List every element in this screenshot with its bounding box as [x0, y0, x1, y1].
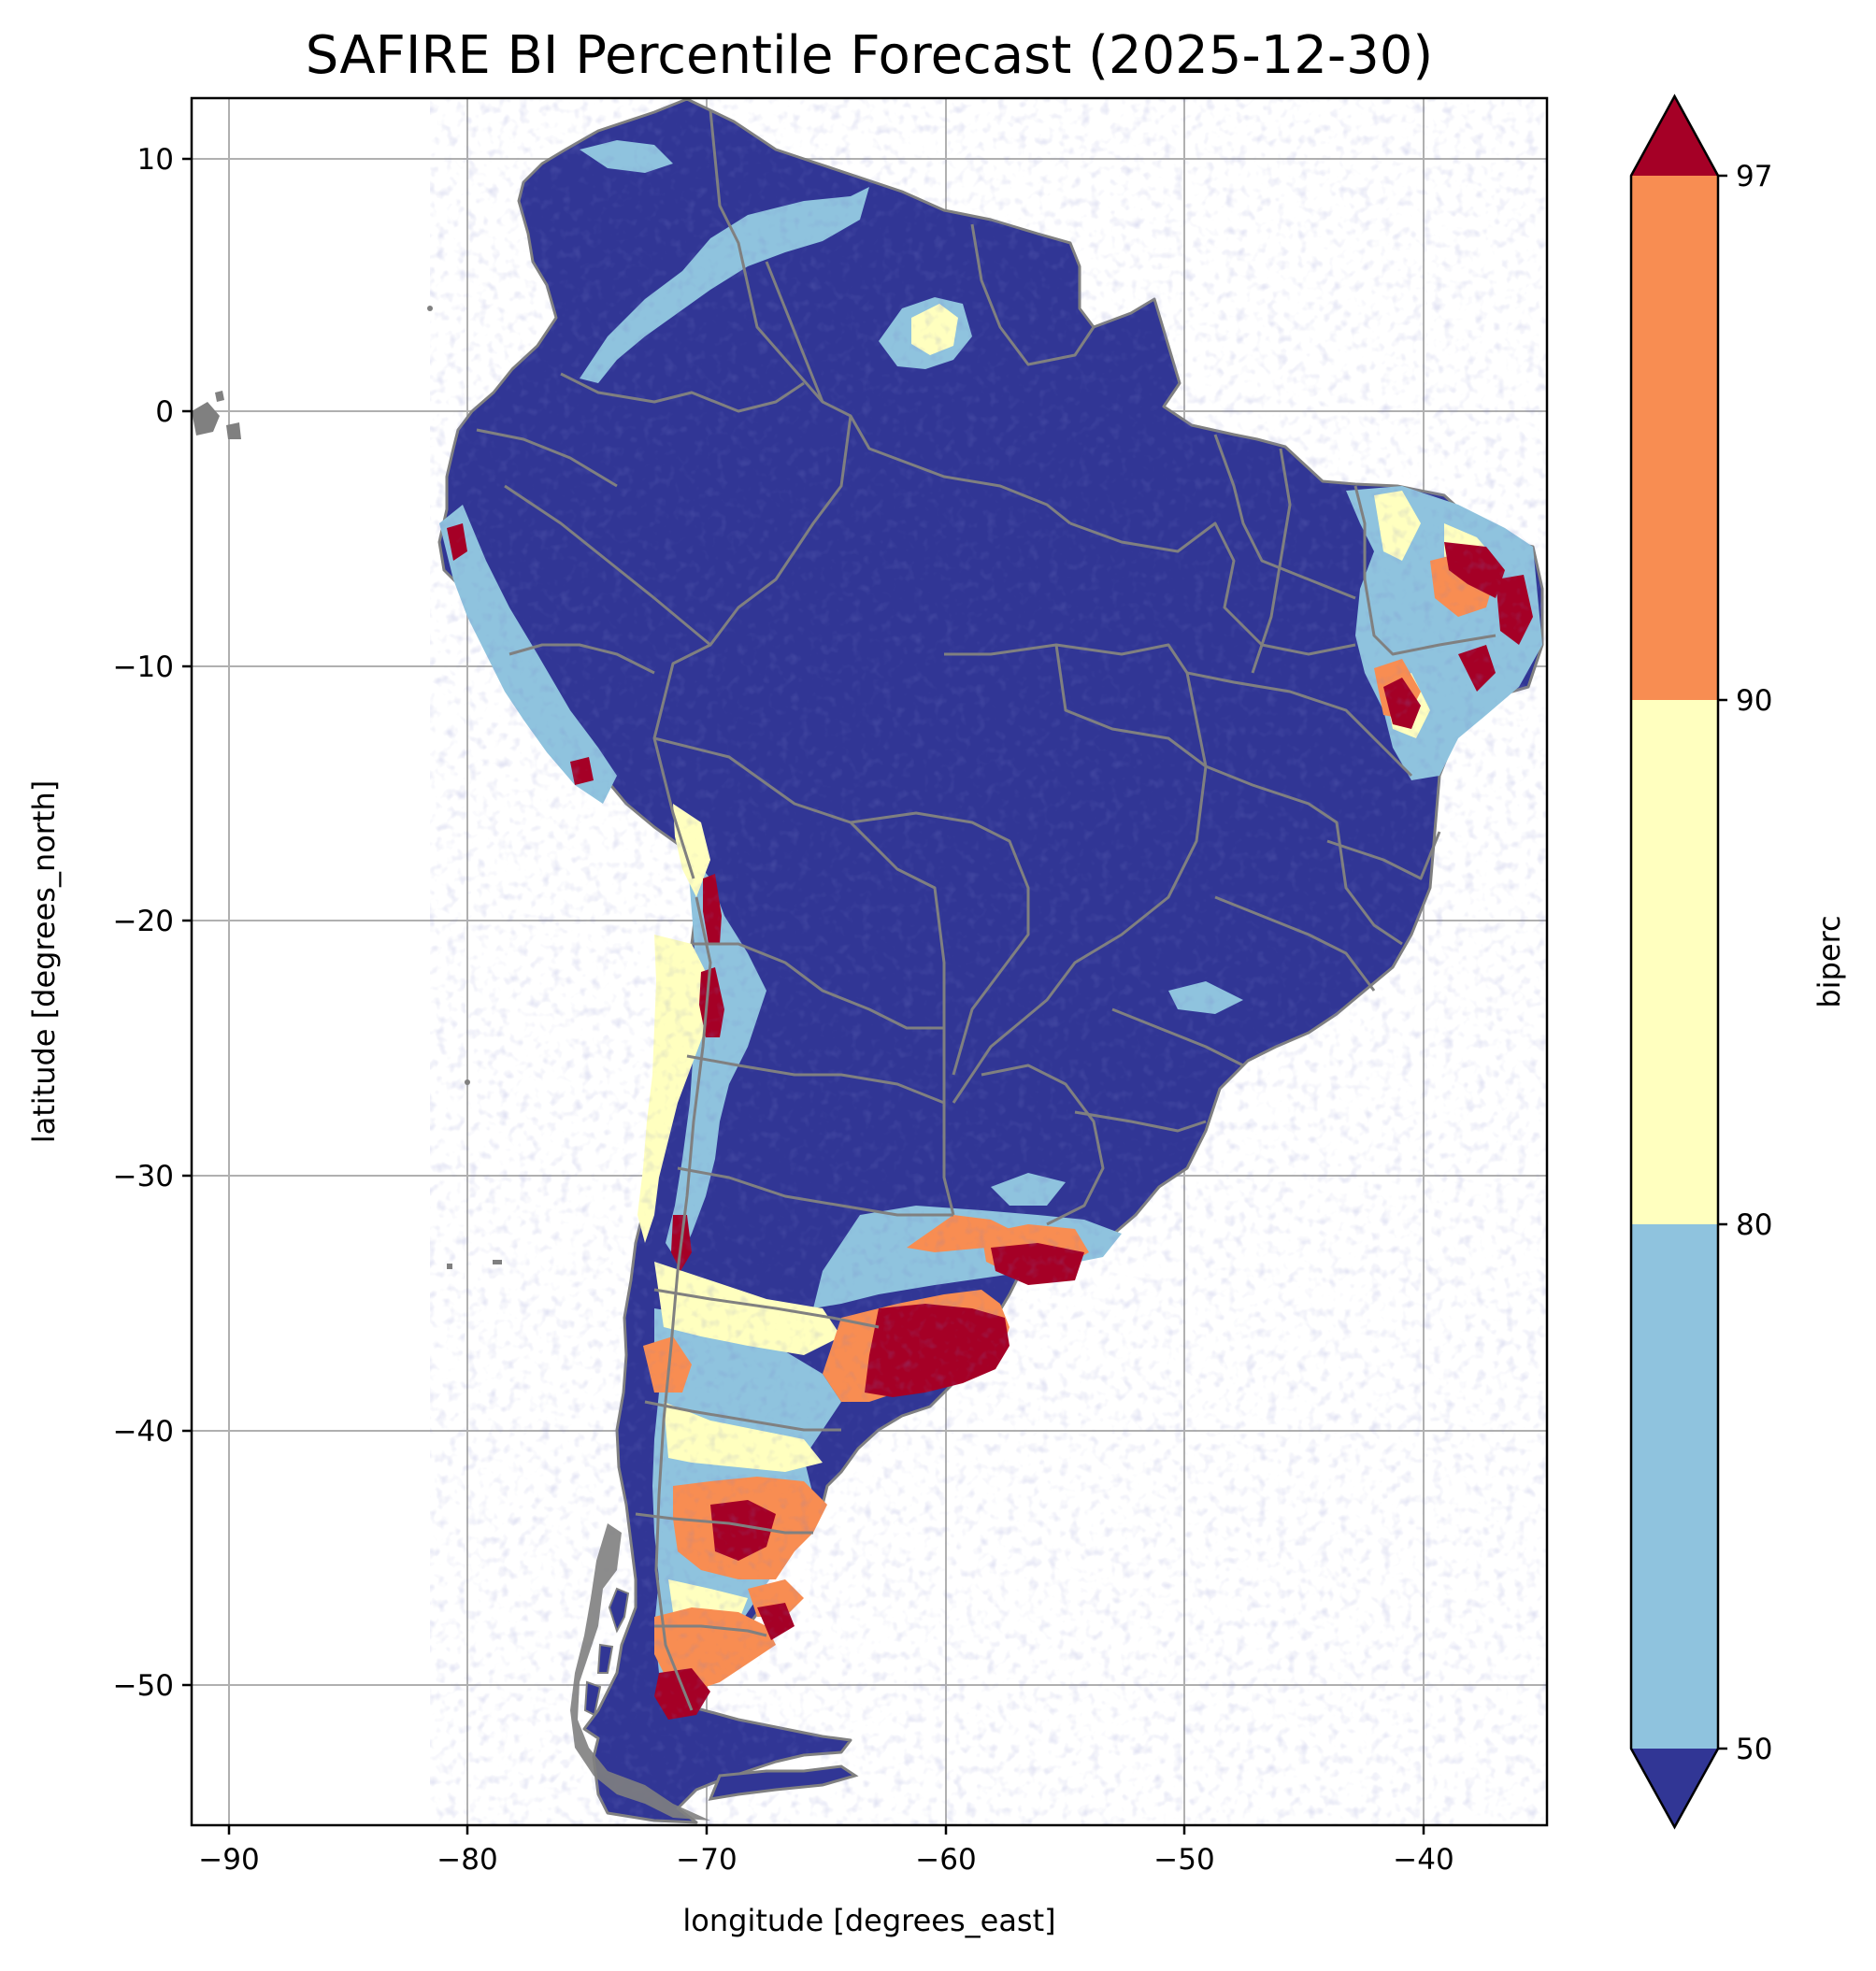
boundary-line — [1353, 485, 1497, 656]
boundary-line — [1054, 644, 1207, 768]
boundary-line — [1213, 434, 1356, 600]
x-tick-label: −90 — [198, 1843, 259, 1877]
islands — [192, 306, 859, 1821]
x-tick-label: −50 — [1153, 1843, 1214, 1877]
admin-boundaries — [476, 109, 1497, 1711]
y-tick-label: −10 — [113, 650, 174, 684]
boundary-line — [476, 428, 618, 488]
y-tick-label: −40 — [113, 1415, 174, 1449]
boundary-line — [981, 1064, 1105, 1226]
boundary-line — [1074, 1110, 1207, 1133]
x-ticks — [227, 1825, 1425, 1835]
colorbar-extend-top — [1631, 96, 1718, 176]
boundary-line — [1251, 448, 1292, 674]
boundary-line — [970, 223, 1096, 366]
boundary-line — [653, 1288, 880, 1329]
colorbar-bin-90-97 — [1631, 176, 1718, 700]
colorbar-bin-80-90 — [1631, 700, 1718, 1224]
colorbar-tick-label: 50 — [1736, 1733, 1772, 1766]
boundary-line — [686, 1054, 945, 1105]
fjord-coast-detail — [583, 1587, 630, 1717]
colorbar-label: biperc — [1812, 915, 1847, 1007]
x-tick-label: −40 — [1393, 1843, 1454, 1877]
boundary-line — [1111, 1007, 1244, 1067]
island-dot — [447, 1264, 452, 1269]
boundary-line — [504, 484, 711, 647]
boundary-line — [1186, 671, 1413, 778]
boundary-line — [635, 1512, 813, 1535]
x-axis-label: longitude [degrees_east] — [682, 1903, 1055, 1938]
boundary-line — [654, 896, 712, 1711]
boundary-line — [508, 643, 655, 675]
boundary-line — [1205, 764, 1403, 946]
x-tick-label: −60 — [915, 1843, 976, 1877]
boundary-line — [677, 1166, 953, 1217]
colorbar-extend-bottom — [1631, 1749, 1718, 1827]
boundary-line — [944, 643, 1208, 1104]
colorbar-tick-label: 97 — [1736, 160, 1772, 193]
boundary-line — [850, 811, 1030, 1076]
galapagos-islands — [192, 391, 241, 439]
boundary-line — [692, 942, 944, 1030]
y-ticks — [182, 157, 192, 1687]
map-title: SAFIRE BI Percentile Forecast (2025-12-3… — [306, 25, 1433, 86]
y-axis-label: latitude [degrees_north] — [26, 780, 62, 1144]
x-tick-labels: −90 −80 −70 −60 −50 −40 — [198, 1843, 1454, 1877]
y-tick-label: −50 — [113, 1669, 174, 1703]
y-tick-label: 10 — [137, 143, 174, 177]
colorbar-bin-50-80 — [1631, 1224, 1718, 1749]
boundary-line — [653, 736, 955, 1216]
y-tick-label: 0 — [155, 395, 174, 429]
colorbar-ticks — [1718, 174, 1727, 1750]
boundary-line — [765, 261, 824, 403]
x-tick-label: −70 — [676, 1843, 737, 1877]
boundary-line — [652, 415, 852, 879]
tierra-del-fuego — [708, 1764, 859, 1801]
x-tick-label: −80 — [437, 1843, 497, 1877]
island-dot — [465, 1079, 470, 1085]
y-tick-labels: 10 0 −10 −20 −30 −40 −50 — [113, 143, 174, 1703]
plot-area: −90 −80 −70 −60 −50 −40 longitude [degre… — [26, 96, 1549, 1938]
colorbar: 97 90 80 50 biperc — [1629, 93, 1847, 1830]
colorbar-tick-labels: 97 90 80 50 — [1736, 160, 1772, 1766]
boundary-line — [1214, 895, 1376, 992]
island-dot — [427, 306, 433, 311]
island-dot — [493, 1260, 502, 1264]
boundary-line — [644, 1400, 841, 1432]
boundary-line — [1069, 521, 1356, 656]
boundary-line — [654, 1624, 767, 1637]
plot-frame — [190, 96, 1549, 1827]
y-tick-label: −30 — [113, 1160, 174, 1193]
colorbar-tick-label: 90 — [1736, 684, 1772, 718]
boundary-line — [560, 372, 805, 413]
colorbar-tick-label: 80 — [1736, 1208, 1772, 1242]
y-tick-label: −20 — [113, 905, 174, 938]
boundary-line — [1326, 831, 1441, 880]
